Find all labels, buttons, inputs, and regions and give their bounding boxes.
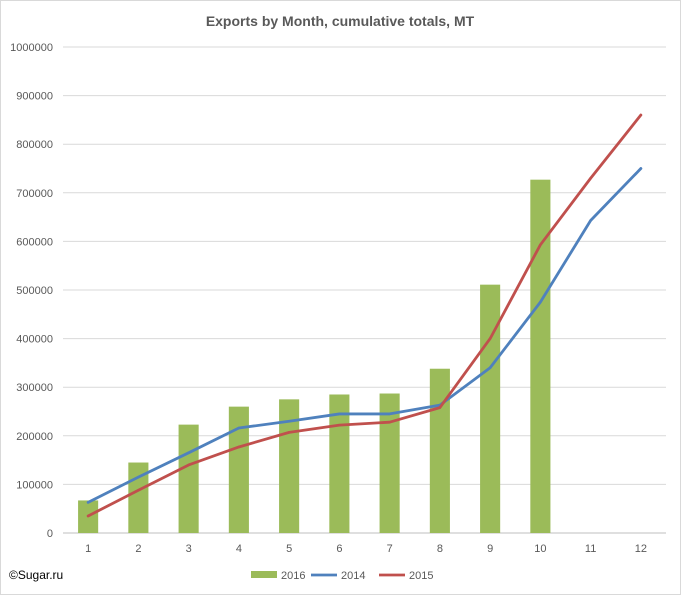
legend-label: 2015 <box>409 570 433 582</box>
point-2014-1 <box>86 501 90 504</box>
y-tick-label: 1000000 <box>10 42 53 54</box>
y-tick-label: 500000 <box>16 285 53 297</box>
line-series <box>86 113 643 518</box>
y-tick-label: 800000 <box>16 139 53 151</box>
chart-title: Exports by Month, cumulative totals, MT <box>206 13 475 29</box>
point-2014-7 <box>388 412 391 416</box>
legend-item-2014: 2014 <box>311 570 365 582</box>
point-2014-2 <box>137 475 140 479</box>
point-2015-8 <box>438 406 442 409</box>
x-tick-label: 11 <box>585 543 596 555</box>
point-2014-6 <box>338 412 341 416</box>
legend: 2016 2014 2015 <box>251 570 433 582</box>
y-tick-label: 600000 <box>16 236 53 248</box>
x-tick-label: 7 <box>387 543 393 555</box>
point-2015-10 <box>539 243 542 247</box>
bar-2016-10 <box>530 179 551 534</box>
point-2015-5 <box>287 431 291 434</box>
point-2015-11 <box>589 177 592 180</box>
x-tick-label: 8 <box>437 543 443 555</box>
bar-2016-7 <box>379 393 400 533</box>
legend-label: 2014 <box>341 570 365 582</box>
legend-swatch <box>251 571 277 578</box>
x-tick-label: 1 <box>85 543 91 555</box>
point-2015-12 <box>639 113 643 117</box>
bar-2016-8 <box>429 368 450 533</box>
point-2014-12 <box>639 167 643 170</box>
y-axis: 0 100000 200000 300000 400000 500000 600000 700… <box>10 42 53 540</box>
point-2015-4 <box>237 445 241 449</box>
point-2015-2 <box>137 489 140 492</box>
y-tick-label: 300000 <box>16 382 53 394</box>
legend-item-2015: 2015 <box>379 570 433 582</box>
point-2015-6 <box>338 423 341 427</box>
legend-label: 2016 <box>281 570 305 582</box>
y-tick-label: 0 <box>47 528 53 540</box>
x-tick-label: 5 <box>286 543 292 555</box>
y-tick-label: 100000 <box>16 479 53 491</box>
point-2015-7 <box>388 420 391 424</box>
x-tick-label: 9 <box>487 543 493 555</box>
y-tick-label: 900000 <box>16 91 53 103</box>
line-2015 <box>86 113 643 518</box>
legend-item-2016: 2016 <box>251 570 305 582</box>
y-tick-label: 200000 <box>16 431 53 443</box>
bar-2016-6 <box>329 394 350 533</box>
bar-2016-3 <box>178 424 199 533</box>
x-tick-label: 6 <box>336 543 342 555</box>
point-2014-11 <box>589 219 592 222</box>
bar-2016-4 <box>228 406 249 533</box>
gridlines <box>63 46 666 534</box>
point-2015-3 <box>187 463 190 467</box>
y-tick-label: 700000 <box>16 188 53 200</box>
line-2014 <box>86 167 643 504</box>
point-2015-1 <box>86 514 90 518</box>
x-tick-label: 10 <box>534 543 546 555</box>
x-tick-label: 2 <box>135 543 141 555</box>
point-2014-10 <box>539 300 542 304</box>
point-2014-4 <box>237 426 241 430</box>
x-tick-label: 3 <box>186 543 192 555</box>
y-tick-label: 400000 <box>16 334 53 346</box>
bar-series <box>78 179 551 534</box>
x-axis: 1 2 3 4 5 6 7 8 9 10 11 12 <box>85 543 647 555</box>
point-2014-9 <box>488 366 492 369</box>
bar-2016-9 <box>480 284 501 533</box>
x-tick-label: 4 <box>236 543 242 555</box>
point-2015-9 <box>488 337 492 340</box>
source-credit: ©Sugar.ru <box>9 568 64 582</box>
x-tick-label: 12 <box>635 543 647 555</box>
point-2014-5 <box>287 420 291 423</box>
point-2014-3 <box>187 451 190 455</box>
